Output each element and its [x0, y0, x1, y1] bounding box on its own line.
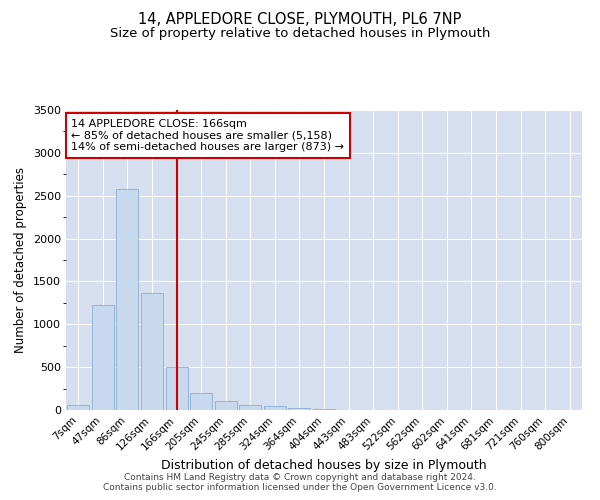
Bar	[67, 405, 89, 410]
Bar	[116, 189, 139, 410]
Bar	[92, 306, 114, 410]
Y-axis label: Number of detached properties: Number of detached properties	[14, 167, 28, 353]
Text: 14 APPLEDORE CLOSE: 166sqm
← 85% of detached houses are smaller (5,158)
14% of s: 14 APPLEDORE CLOSE: 166sqm ← 85% of deta…	[71, 119, 344, 152]
Bar	[264, 406, 286, 410]
Bar	[239, 406, 262, 410]
Text: 14, APPLEDORE CLOSE, PLYMOUTH, PL6 7NP: 14, APPLEDORE CLOSE, PLYMOUTH, PL6 7NP	[139, 12, 461, 28]
Bar	[215, 400, 237, 410]
X-axis label: Distribution of detached houses by size in Plymouth: Distribution of detached houses by size …	[161, 458, 487, 471]
Bar	[190, 393, 212, 410]
Bar	[166, 367, 188, 410]
Text: Contains HM Land Registry data © Crown copyright and database right 2024.
Contai: Contains HM Land Registry data © Crown c…	[103, 473, 497, 492]
Bar	[289, 408, 310, 410]
Bar	[141, 294, 163, 410]
Text: Size of property relative to detached houses in Plymouth: Size of property relative to detached ho…	[110, 28, 490, 40]
